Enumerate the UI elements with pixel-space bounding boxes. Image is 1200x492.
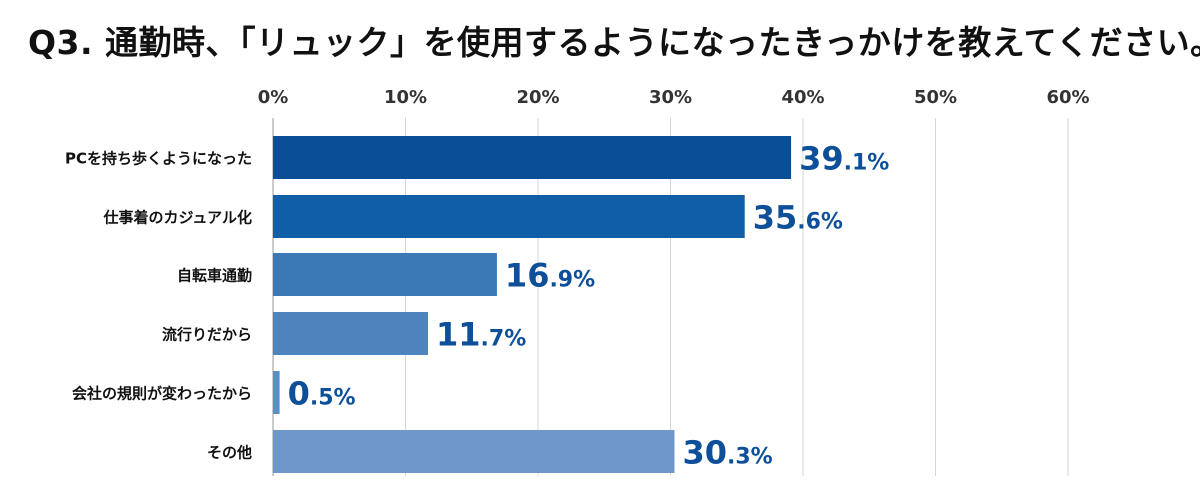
category-labels: PCを持ち歩くようになった仕事着のカジュアル化自転車通勤流行りだから会社の規則が… [65, 150, 252, 462]
value-label: 0.5% [288, 375, 356, 413]
x-tick-label: 30% [649, 87, 692, 108]
category-label: PCを持ち歩くようになった [65, 150, 252, 168]
category-label: 流行りだから [162, 326, 252, 344]
bar [273, 195, 745, 238]
x-tick-label: 10% [384, 87, 427, 108]
value-label-main: 11 [436, 316, 481, 354]
bar [273, 371, 280, 414]
x-tick-label: 40% [781, 87, 824, 108]
x-tick-label: 20% [516, 87, 559, 108]
value-label-decimal: .9% [549, 268, 595, 293]
value-labels: 39.1%35.6%16.9%11.7%0.5%30.3% [288, 140, 890, 472]
chart-title: Q3. 通勤時、「リュック」を使用するようになったきっかけを教えてください。 [28, 23, 1200, 62]
value-label: 30.3% [682, 434, 772, 472]
x-tick-labels: 0% 10% 20% 30% 40% 50% 60% [258, 87, 1090, 108]
value-label: 35.6% [753, 199, 843, 237]
value-label-decimal: .1% [844, 151, 890, 176]
category-label: 自転車通勤 [177, 267, 252, 285]
value-label: 39.1% [799, 140, 889, 178]
value-label-main: 30 [682, 434, 727, 472]
value-label-main: 39 [799, 140, 844, 178]
value-label: 11.7% [436, 316, 526, 354]
x-tick-label: 0% [258, 87, 289, 108]
x-tick-label: 50% [914, 87, 957, 108]
bar [273, 312, 429, 355]
category-label: 仕事着のカジュアル化 [102, 209, 252, 227]
bar [273, 253, 497, 296]
value-label-decimal: .6% [797, 210, 843, 235]
value-label-main: 16 [505, 257, 550, 295]
bar [273, 430, 675, 473]
value-label: 16.9% [505, 257, 595, 295]
bar [273, 136, 792, 179]
value-label-decimal: .7% [481, 327, 527, 352]
value-label-decimal: .3% [727, 445, 773, 470]
value-label-decimal: .5% [310, 386, 356, 411]
bars [273, 136, 792, 473]
value-label-main: 35 [753, 199, 798, 237]
value-label-main: 0 [288, 375, 310, 413]
category-label: その他 [207, 444, 252, 462]
category-label: 会社の規則が変わったから [72, 385, 252, 403]
x-tick-label: 60% [1046, 87, 1089, 108]
